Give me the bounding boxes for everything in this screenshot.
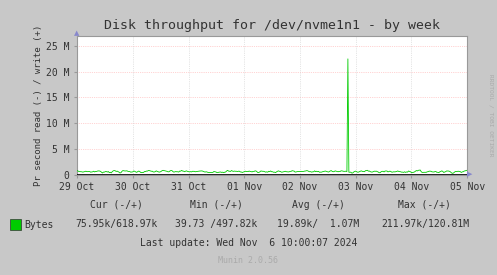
- Text: 19.89k/  1.07M: 19.89k/ 1.07M: [277, 219, 359, 229]
- Text: ▶: ▶: [467, 172, 473, 178]
- Text: Max (-/+): Max (-/+): [399, 200, 451, 210]
- Y-axis label: Pr second read (-) / write (+): Pr second read (-) / write (+): [34, 24, 43, 186]
- Text: 75.95k/618.97k: 75.95k/618.97k: [76, 219, 158, 229]
- Text: Last update: Wed Nov  6 10:00:07 2024: Last update: Wed Nov 6 10:00:07 2024: [140, 238, 357, 248]
- Text: Munin 2.0.56: Munin 2.0.56: [219, 256, 278, 265]
- Text: Bytes: Bytes: [24, 221, 53, 230]
- Text: ▲: ▲: [75, 30, 80, 36]
- Text: RRDTOOL / TOBI OETIKER: RRDTOOL / TOBI OETIKER: [489, 74, 494, 157]
- Text: 39.73 /497.82k: 39.73 /497.82k: [175, 219, 257, 229]
- Text: Avg (-/+): Avg (-/+): [292, 200, 344, 210]
- Text: Cur (-/+): Cur (-/+): [90, 200, 143, 210]
- Title: Disk throughput for /dev/nvme1n1 - by week: Disk throughput for /dev/nvme1n1 - by we…: [104, 19, 440, 32]
- Text: 211.97k/120.81M: 211.97k/120.81M: [381, 219, 469, 229]
- Text: Min (-/+): Min (-/+): [190, 200, 243, 210]
